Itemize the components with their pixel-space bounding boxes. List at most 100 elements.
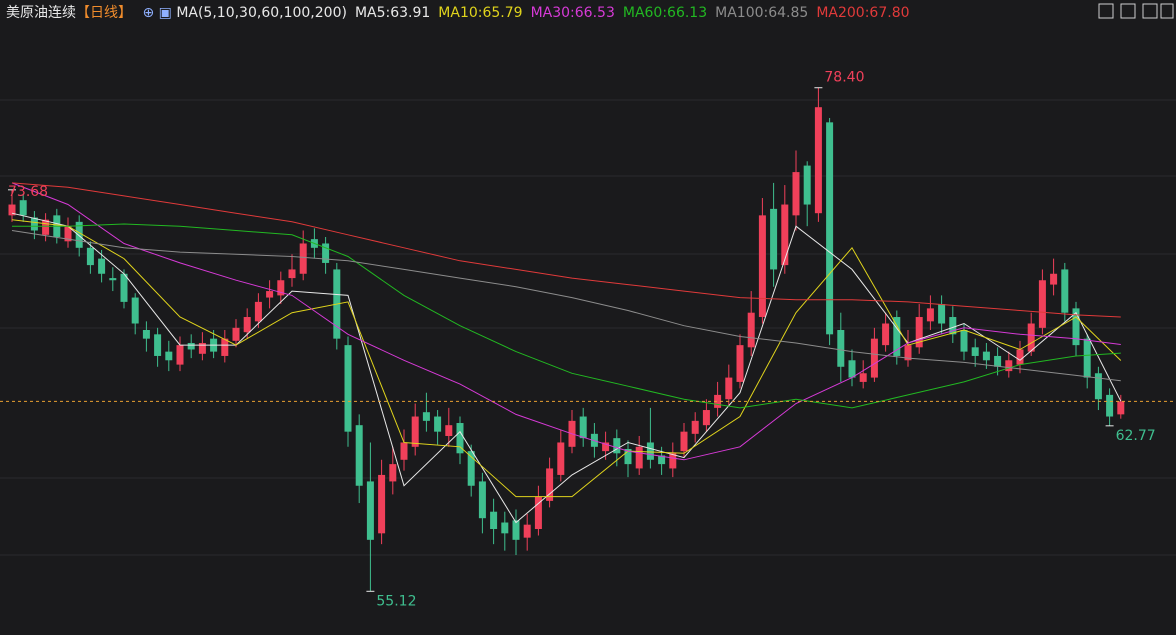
candle-body bbox=[30, 217, 38, 231]
candle-body bbox=[1083, 338, 1091, 378]
legend-entry: MA100:64.85 bbox=[715, 5, 808, 21]
candle-body bbox=[445, 425, 453, 436]
candle-body bbox=[221, 338, 229, 356]
candle-body bbox=[994, 355, 1002, 367]
candle-body bbox=[613, 438, 621, 454]
ma-icon: ⊕ ▣ bbox=[142, 5, 176, 21]
candle-body bbox=[1072, 308, 1080, 346]
candle-body bbox=[646, 442, 654, 460]
candle-body bbox=[490, 511, 498, 530]
legend-entry: MA10:65.79 bbox=[438, 5, 522, 21]
candle-body bbox=[19, 200, 27, 216]
ma-line bbox=[11, 182, 1121, 461]
candle-body bbox=[131, 297, 139, 324]
candle-body bbox=[86, 247, 94, 266]
candle-body bbox=[893, 317, 901, 356]
candle-body bbox=[411, 416, 419, 447]
tool-icon[interactable] bbox=[1160, 3, 1174, 19]
candle-body bbox=[669, 453, 677, 469]
candle-body bbox=[98, 258, 106, 274]
candle-body bbox=[826, 122, 834, 335]
candle-body bbox=[299, 243, 307, 274]
candle-body bbox=[523, 524, 531, 538]
candle-body bbox=[1061, 269, 1069, 313]
candle-body bbox=[602, 442, 610, 452]
candle-body bbox=[64, 226, 72, 242]
candle-body bbox=[8, 204, 16, 216]
candle-body bbox=[803, 165, 811, 205]
header: 美原油连续【日线】 ⊕ ▣ MA(5,10,30,60,100,200) MA5:… bbox=[6, 4, 910, 21]
candle-body bbox=[75, 221, 83, 248]
candle-body bbox=[254, 301, 262, 322]
candle-body bbox=[109, 278, 117, 281]
ma-line bbox=[11, 230, 1121, 382]
candle-body bbox=[870, 338, 878, 378]
ma-line bbox=[11, 219, 1122, 498]
candle-body bbox=[702, 410, 710, 426]
candle-body bbox=[658, 455, 666, 465]
candle-body bbox=[478, 481, 486, 519]
candle-body bbox=[680, 431, 688, 452]
legend-entry: MA5:63.91 bbox=[355, 5, 430, 21]
candle-body bbox=[176, 345, 184, 365]
candle-body bbox=[960, 330, 968, 352]
grid bbox=[0, 99, 1176, 556]
candle-body bbox=[355, 425, 363, 486]
candle-body bbox=[635, 446, 643, 469]
toolbar bbox=[1098, 3, 1174, 19]
candle-body bbox=[624, 448, 632, 465]
candle-body bbox=[1117, 401, 1125, 415]
candle-body bbox=[938, 304, 946, 324]
candle-body bbox=[579, 416, 587, 439]
annotation-label: 62.77 bbox=[1116, 428, 1156, 444]
candle-body bbox=[142, 330, 150, 339]
candle-body bbox=[792, 172, 800, 216]
candle-body bbox=[1050, 273, 1058, 285]
candle-body bbox=[546, 468, 554, 501]
period[interactable]: 【日线】 bbox=[76, 5, 132, 21]
candle-body bbox=[926, 308, 934, 322]
candle-body bbox=[1106, 394, 1114, 417]
candle-body bbox=[949, 317, 957, 335]
candle-body bbox=[456, 423, 464, 454]
candle-body bbox=[344, 345, 352, 432]
tool-icon[interactable] bbox=[1142, 3, 1158, 19]
candle-body bbox=[243, 317, 251, 333]
candle-body bbox=[837, 330, 845, 367]
annotation-label: 55.12 bbox=[376, 593, 416, 609]
candle-body bbox=[366, 481, 374, 540]
candle-body bbox=[1027, 323, 1035, 352]
ma-label: MA(5,10,30,60,100,200) bbox=[176, 5, 347, 21]
candle-body bbox=[400, 442, 408, 460]
candle-body bbox=[120, 273, 128, 302]
candle-body bbox=[982, 351, 990, 361]
candle-body bbox=[42, 219, 50, 235]
candle-body bbox=[557, 442, 565, 475]
annotation-label: 73.68 bbox=[8, 184, 48, 200]
candle-body bbox=[198, 342, 206, 354]
annotation-label: 78.40 bbox=[824, 70, 864, 86]
candle-body bbox=[266, 291, 274, 298]
candle-body bbox=[1094, 373, 1102, 400]
candle-body bbox=[814, 107, 822, 214]
candle-body bbox=[882, 323, 890, 346]
candle-body bbox=[859, 373, 867, 382]
instrument-title: 美原油连续 bbox=[6, 4, 76, 21]
candle-body bbox=[501, 522, 509, 534]
candle-body bbox=[758, 215, 766, 318]
tool-icon[interactable] bbox=[1098, 3, 1114, 19]
candle-body bbox=[187, 342, 195, 350]
candle-body bbox=[534, 496, 542, 530]
candle-body bbox=[434, 416, 442, 432]
candle-body bbox=[915, 317, 923, 348]
candle-body bbox=[1038, 280, 1046, 328]
legend-entry: MA60:66.13 bbox=[623, 5, 707, 21]
tool-icon[interactable] bbox=[1120, 3, 1136, 19]
candle-body bbox=[691, 420, 699, 434]
candle-body bbox=[781, 204, 789, 266]
candle-body bbox=[1005, 360, 1013, 372]
ma-line bbox=[11, 212, 1122, 524]
candle-body bbox=[277, 280, 285, 296]
